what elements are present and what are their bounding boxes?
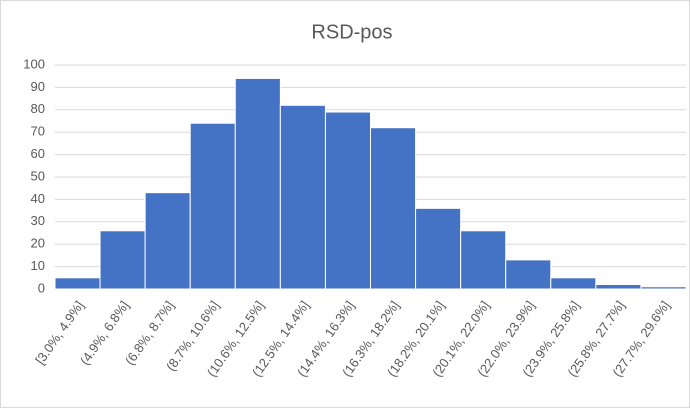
bar — [189, 122, 236, 290]
y-tick-label: 0 — [38, 280, 45, 295]
bar — [595, 284, 642, 290]
y-tick-label: 80 — [31, 101, 45, 116]
y-tick-label: 10 — [31, 258, 45, 273]
bar — [505, 259, 552, 290]
bar — [370, 127, 417, 290]
y-tick-label: 100 — [23, 56, 45, 71]
y-tick-label: 40 — [31, 191, 45, 206]
bar — [279, 104, 326, 290]
bar — [234, 77, 281, 290]
y-tick-label: 20 — [31, 236, 45, 251]
y-tick-label: 90 — [31, 79, 45, 94]
y-tick-label: 50 — [31, 168, 45, 183]
y-tick-label: 30 — [31, 213, 45, 228]
bar — [415, 207, 462, 290]
bar — [99, 230, 146, 290]
y-tick-label: 70 — [31, 124, 45, 139]
bar — [324, 111, 371, 290]
y-tick-label: 60 — [31, 146, 45, 161]
bar — [144, 192, 191, 290]
bar — [550, 277, 597, 290]
chart-title: RSD-pos — [311, 21, 392, 43]
bar — [54, 277, 101, 290]
bar — [460, 230, 507, 290]
bar — [640, 286, 687, 290]
